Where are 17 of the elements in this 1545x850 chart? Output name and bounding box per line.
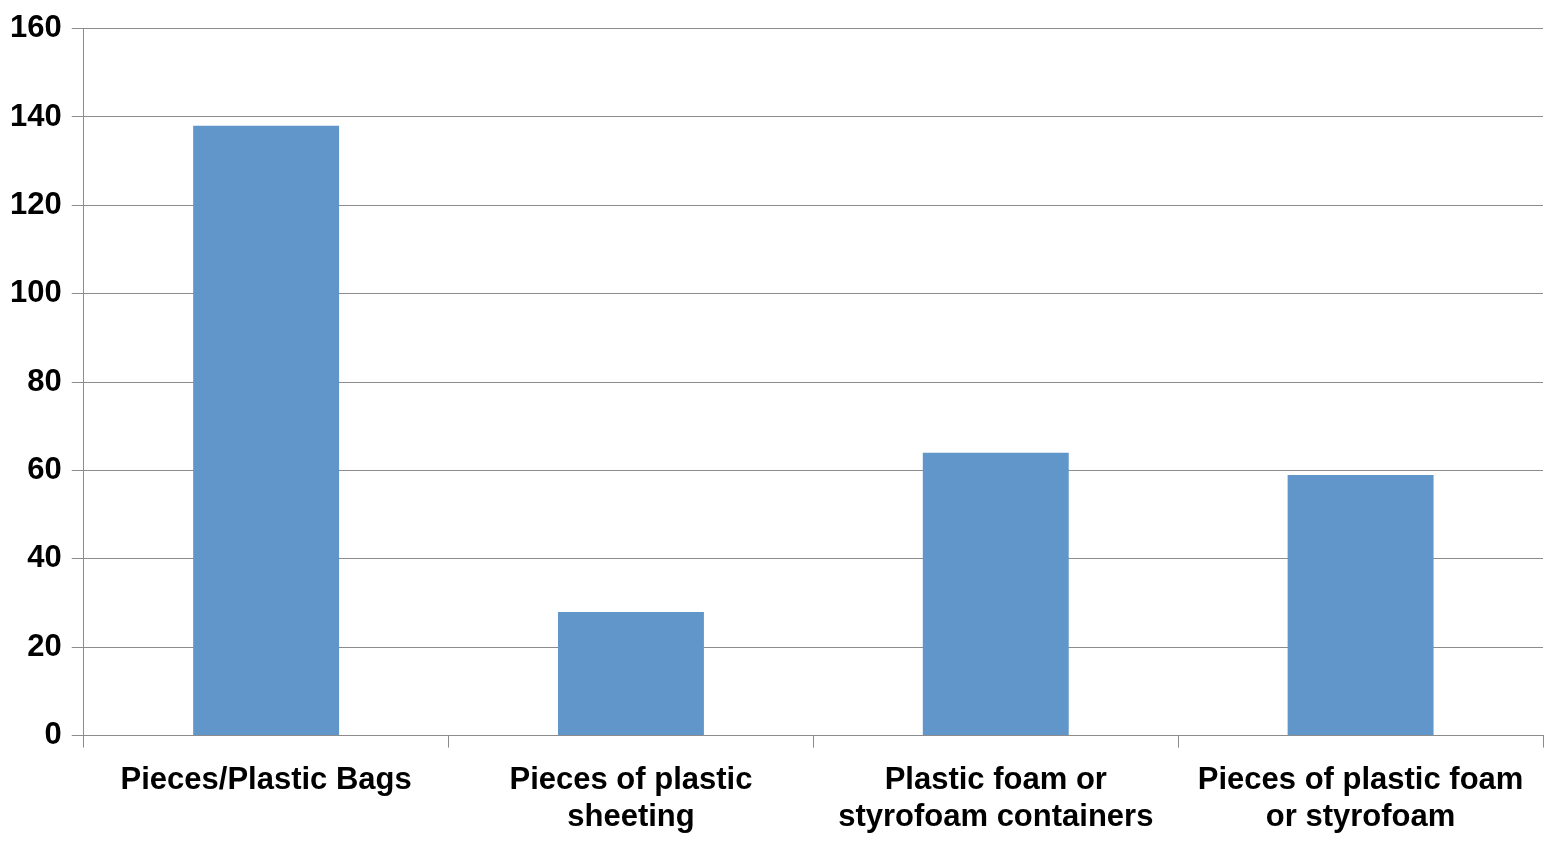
bar [1287,474,1434,736]
x-tick-label: Pieces/Plastic Bags [120,760,412,796]
bar [922,452,1069,736]
y-tick-label: 40 [27,539,62,575]
y-tick-label: 0 [44,716,62,752]
y-tick-label: 100 [9,274,62,310]
y-tick-label: 120 [9,185,62,221]
y-tick-label: 160 [9,9,62,45]
x-tick-label: Pieces of plastic foam or styrofoam [1197,760,1524,833]
x-tick-label: Pieces of plastic sheeting [509,760,753,833]
bar [193,125,340,736]
y-tick-label: 60 [27,451,62,487]
x-tick-label: Plastic foam or styrofoam containers [838,760,1154,833]
y-tick-label: 140 [9,97,62,133]
y-tick-label: 80 [27,362,62,398]
y-tick-label: 20 [27,627,62,663]
bar [557,611,704,736]
